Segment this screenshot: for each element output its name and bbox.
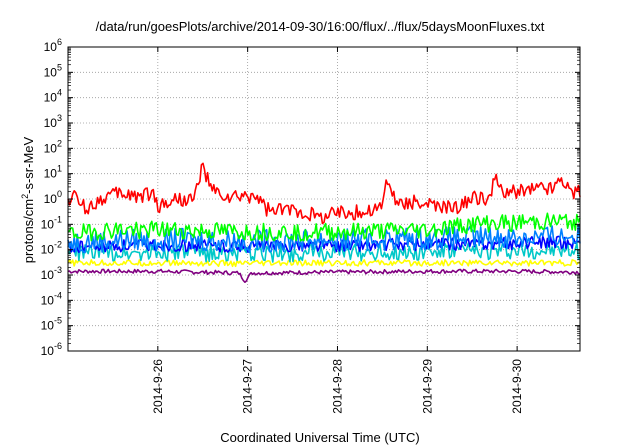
y-tick-label: 10-2 [41,240,62,257]
y-tick-label: 106 [44,37,62,54]
x-tick-label: 2014-9-27 [241,359,255,414]
x-axis-label: Coordinated Universal Time (UTC) [220,430,420,445]
series-group [67,162,581,283]
series-line [67,235,581,254]
x-ticks: 2014-9-26 2014-9-27 2014-9-28 2014-9-29 2014… [151,47,524,414]
series-line [67,268,581,283]
series-line [67,212,581,242]
series-line [67,242,581,263]
x-tick-label: 2014-9-29 [420,359,434,414]
y-tick-label: 10-5 [41,316,62,333]
y-tick-label: 10-3 [41,265,62,282]
y-ticks: 10-6 10-5 10-4 10-3 10-2 10-1 100 101 102 103 104 1… [41,37,580,358]
chart-title: /data/run/goesPlots/archive/2014-09-30/1… [95,19,545,34]
y-tick-label: 10-1 [41,214,62,231]
x-tick-label: 2014-9-28 [330,359,344,414]
series-line [67,223,581,254]
series-line [67,162,581,225]
y-tick-label: 105 [44,62,62,79]
x-tick-label: 2014-9-26 [151,359,165,414]
y-tick-label: 101 [44,164,62,181]
x-tick-label: 2014-9-30 [510,359,524,414]
y-tick-label: 103 [44,113,62,130]
y-tick-label: 102 [44,138,62,155]
y-tick-label: 104 [44,88,62,105]
grid [68,47,580,351]
y-axis-label: protons/cm2-s-sr-MeV [19,136,37,264]
y-tick-label: 10-4 [41,290,62,307]
y-tick-label: 100 [44,189,62,206]
y-tick-label: 10-6 [41,341,62,358]
